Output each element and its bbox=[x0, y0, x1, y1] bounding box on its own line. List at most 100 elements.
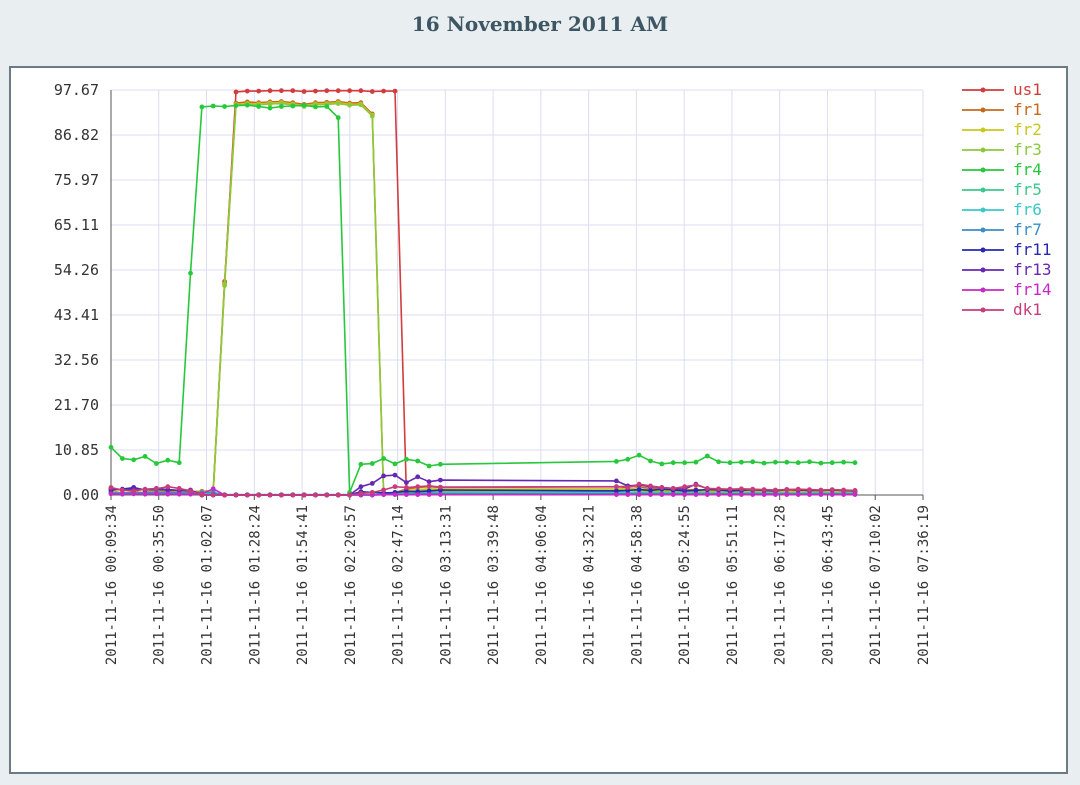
legend-label: fr5 bbox=[1013, 180, 1042, 199]
data-point bbox=[142, 491, 148, 497]
data-point bbox=[324, 492, 330, 498]
data-point bbox=[693, 482, 699, 488]
x-tick-label: 2011-11-16 02:47:14 bbox=[391, 505, 407, 665]
legend-marker bbox=[980, 227, 986, 233]
data-point bbox=[381, 487, 386, 493]
data-point bbox=[784, 459, 790, 465]
data-point bbox=[369, 113, 375, 119]
data-point bbox=[301, 89, 307, 94]
legend-item-dk1[interactable]: dk1 bbox=[962, 300, 1042, 319]
data-point bbox=[704, 492, 710, 497]
legend-item-fr1[interactable]: fr1 bbox=[962, 100, 1042, 119]
legend-item-us1[interactable]: us1 bbox=[962, 80, 1042, 99]
data-point bbox=[761, 460, 767, 466]
legend-marker bbox=[980, 187, 986, 193]
data-point bbox=[614, 492, 619, 497]
legend-item-fr2[interactable]: fr2 bbox=[962, 120, 1042, 139]
data-point bbox=[716, 492, 721, 497]
data-point bbox=[358, 461, 364, 467]
y-tick-label: 0.00 bbox=[63, 486, 99, 504]
line-chart: 97.67 86.82 75.97 65.11 54.26 43.41 32.56 21.70… bbox=[54, 80, 1052, 665]
data-point bbox=[244, 88, 250, 94]
data-point bbox=[404, 485, 409, 490]
data-point bbox=[716, 486, 721, 492]
x-tick-label: 2011-11-16 00:35:50 bbox=[152, 505, 168, 665]
data-point bbox=[415, 474, 421, 480]
legend-marker bbox=[980, 87, 986, 93]
legend-label: fr1 bbox=[1013, 100, 1042, 119]
data-point bbox=[426, 488, 432, 494]
data-point bbox=[807, 459, 812, 465]
x-tick-label: 2011-11-16 03:39:48 bbox=[486, 505, 502, 665]
data-point bbox=[426, 483, 432, 489]
data-point bbox=[784, 487, 790, 492]
legend-item-fr11[interactable]: fr11 bbox=[962, 240, 1052, 259]
data-point bbox=[335, 101, 341, 106]
data-point bbox=[233, 89, 239, 95]
data-point bbox=[301, 492, 307, 498]
legend-label: fr14 bbox=[1013, 280, 1052, 299]
data-point bbox=[131, 457, 137, 463]
data-point bbox=[267, 101, 273, 107]
data-point bbox=[290, 88, 296, 94]
legend-item-fr6[interactable]: fr6 bbox=[962, 200, 1042, 219]
data-point bbox=[852, 492, 858, 497]
data-point bbox=[188, 488, 193, 494]
data-point bbox=[313, 88, 318, 94]
data-point bbox=[301, 102, 307, 108]
series-layer bbox=[108, 88, 858, 498]
legend-item-fr5[interactable]: fr5 bbox=[962, 180, 1042, 199]
data-point bbox=[841, 459, 846, 465]
x-tick-label: 2011-11-16 07:10:02 bbox=[868, 505, 884, 665]
data-point bbox=[233, 103, 239, 108]
series-line-fr4 bbox=[110, 104, 856, 494]
data-point bbox=[347, 102, 352, 108]
data-point bbox=[165, 487, 171, 493]
data-point bbox=[750, 459, 756, 465]
legend-marker bbox=[980, 127, 986, 133]
legend-item-fr3[interactable]: fr3 bbox=[962, 140, 1042, 159]
data-point bbox=[773, 492, 778, 497]
data-point bbox=[369, 461, 375, 466]
data-point bbox=[404, 480, 409, 485]
data-point bbox=[659, 485, 665, 490]
data-point bbox=[795, 492, 801, 497]
data-point bbox=[244, 492, 250, 498]
y-tick-label: 86.82 bbox=[54, 126, 99, 144]
data-point bbox=[222, 283, 228, 288]
data-point bbox=[358, 484, 364, 490]
data-point bbox=[693, 459, 699, 465]
data-point bbox=[415, 458, 421, 464]
legend-item-fr13[interactable]: fr13 bbox=[962, 260, 1052, 279]
page-title: 16 November 2011 AM bbox=[411, 12, 669, 36]
data-point bbox=[199, 104, 205, 110]
legend-item-fr7[interactable]: fr7 bbox=[962, 220, 1042, 239]
data-point bbox=[818, 492, 824, 497]
x-tick-label: 2011-11-16 01:54:41 bbox=[295, 505, 311, 665]
data-point bbox=[154, 461, 159, 466]
data-point bbox=[358, 88, 364, 94]
legend-item-fr14[interactable]: fr14 bbox=[962, 280, 1052, 299]
x-tick-label: 2011-11-16 01:28:24 bbox=[247, 505, 263, 665]
data-point bbox=[829, 460, 835, 466]
data-point bbox=[704, 486, 710, 491]
legend-marker bbox=[980, 207, 986, 213]
data-point bbox=[829, 492, 835, 497]
data-point bbox=[381, 473, 386, 479]
legend-item-fr4[interactable]: fr4 bbox=[962, 160, 1042, 179]
legend-marker bbox=[980, 107, 986, 113]
data-point bbox=[267, 492, 273, 498]
data-point bbox=[727, 486, 733, 492]
data-point bbox=[256, 492, 262, 498]
x-tick-label: 2011-11-16 07:36:19 bbox=[916, 505, 932, 665]
data-point bbox=[852, 460, 858, 466]
data-point bbox=[267, 105, 273, 111]
legend-marker bbox=[980, 307, 986, 313]
data-point bbox=[335, 492, 341, 498]
legend-label: us1 bbox=[1013, 80, 1042, 99]
y-tick-label: 10.85 bbox=[54, 441, 99, 459]
data-point bbox=[165, 484, 171, 490]
data-point bbox=[704, 453, 710, 459]
data-point bbox=[256, 88, 262, 94]
